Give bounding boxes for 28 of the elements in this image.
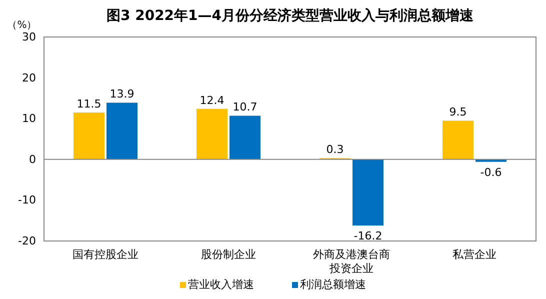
bar [196, 108, 228, 160]
y-tick-label: 20 [22, 71, 36, 84]
bar [230, 116, 260, 160]
y-tick-label: -10 [18, 194, 36, 207]
data-label: 12.4 [200, 94, 224, 107]
data-label: 9.5 [449, 106, 467, 119]
y-tick-label: 30 [22, 30, 36, 44]
data-label: 11.5 [76, 97, 102, 110]
x-tick-label: 私营企业 [452, 248, 496, 261]
bar [74, 112, 104, 160]
y-tick-label: 10 [22, 112, 36, 126]
x-tick-label: 国有控股企业 [72, 248, 138, 261]
y-tick-label: 0 [29, 152, 36, 166]
legend-label: 营业收入增速 [188, 278, 254, 291]
bar [442, 120, 474, 160]
bar [106, 102, 138, 160]
data-label: 10.7 [232, 100, 258, 114]
x-tick-label: 外商及港澳台商投资企业 [313, 248, 390, 275]
chart-title: 图3 2022年1—4月份分经济类型营业收入与利润总额增速 [106, 7, 475, 24]
data-label: 0.3 [326, 143, 344, 156]
y-tick-label: -20 [18, 234, 36, 248]
legend-label: 利润总额增速 [300, 278, 366, 291]
data-label: 13.9 [110, 88, 134, 101]
data-label: -16.2 [354, 229, 382, 242]
y-axis-title: （%） [7, 20, 37, 31]
x-tick-label: 股份制企业 [201, 248, 256, 261]
data-label: -0.6 [480, 166, 502, 179]
bar [352, 159, 384, 226]
